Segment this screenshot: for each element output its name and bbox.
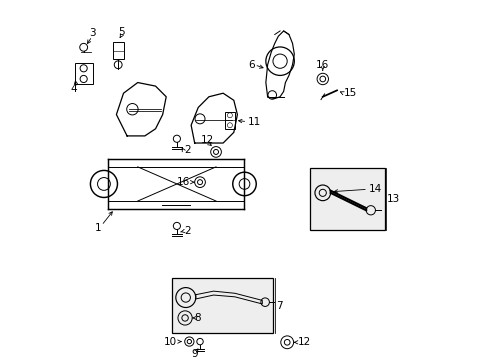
Text: 6: 6 [248,60,255,70]
Text: 8: 8 [194,313,200,323]
Bar [310,168,384,230]
Text: 7: 7 [275,301,282,311]
Text: 16: 16 [177,177,190,187]
Bar [224,112,234,129]
Text: 2: 2 [183,226,190,236]
Text: 2: 2 [183,145,190,155]
Text: 11: 11 [247,117,261,127]
Text: 14: 14 [368,184,382,194]
Text: 3: 3 [89,28,95,39]
Bar [171,278,272,333]
Text: 1: 1 [95,224,102,233]
Text: 15: 15 [344,88,357,98]
Text: 5: 5 [118,27,125,37]
Text: 12: 12 [297,337,310,347]
Bar [75,63,92,84]
Text: 16: 16 [316,60,329,70]
Text: 9: 9 [191,349,198,359]
Bar [113,42,123,59]
Text: 4: 4 [70,84,77,94]
Text: 13: 13 [386,194,399,204]
Text: 10: 10 [163,337,177,347]
Text: 12: 12 [200,135,213,145]
